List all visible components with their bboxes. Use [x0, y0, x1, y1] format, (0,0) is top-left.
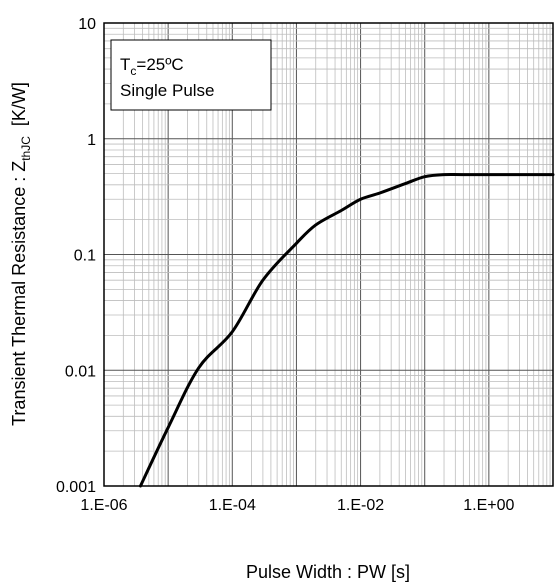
legend-tc-sub: c — [130, 64, 136, 78]
legend-tc-main: T — [120, 55, 130, 74]
x-tick-label: 1.E+00 — [463, 497, 514, 514]
y-axis-label-prefix: Transient Thermal Resistance : Z — [9, 161, 29, 426]
legend-pulse-label: Single Pulse — [120, 81, 215, 100]
y-tick-label: 0.01 — [65, 363, 96, 380]
x-tick-label: 1.E-06 — [80, 497, 127, 514]
y-tick-label: 10 — [78, 16, 96, 33]
x-tick-labels: 1.E-06 1.E-04 1.E-02 1.E+00 — [80, 497, 514, 514]
y-tick-label: 0.001 — [56, 479, 96, 496]
y-tick-label: 0.1 — [74, 248, 96, 265]
legend-tc-label: Tc=25ºC — [120, 55, 184, 78]
series-line-zthjc — [138, 172, 555, 488]
x-axis-label: Pulse Width : PW [s] — [246, 562, 410, 582]
y-axis-label-subscript: thJC — [19, 136, 33, 161]
legend-frame — [110, 39, 272, 111]
y-tick-labels: 0.001 0.01 0.1 1 10 — [56, 16, 96, 496]
y-tick-label: 1 — [87, 132, 96, 149]
legend-tc-rest: =25ºC — [136, 55, 183, 74]
plot-frame — [103, 22, 554, 487]
x-tick-label: 1.E-02 — [337, 497, 384, 514]
legend-box: Tc=25ºC Single Pulse — [110, 39, 272, 111]
x-tick-label: 1.E-04 — [209, 497, 256, 514]
y-axis-label-unit: [K/W] — [9, 82, 29, 126]
y-axis-label: Transient Thermal Resistance : ZthJC [K/W… — [9, 82, 33, 426]
